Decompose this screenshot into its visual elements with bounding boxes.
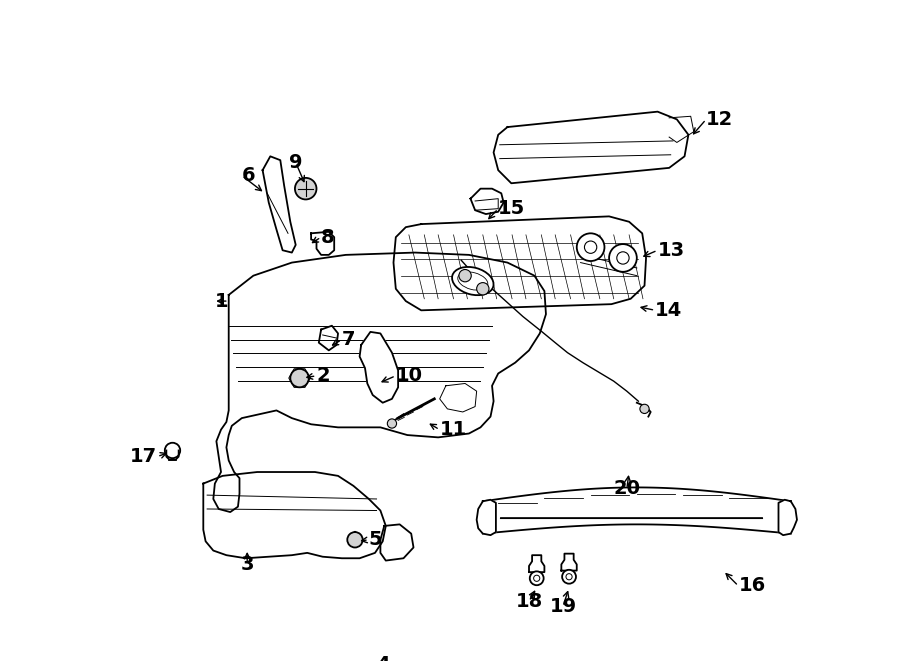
Circle shape <box>640 405 649 414</box>
Text: 18: 18 <box>516 592 543 611</box>
Text: 17: 17 <box>130 447 158 466</box>
Text: 2: 2 <box>317 366 330 385</box>
Circle shape <box>295 178 317 200</box>
Text: 9: 9 <box>289 153 302 172</box>
Polygon shape <box>562 554 577 570</box>
Ellipse shape <box>452 267 493 295</box>
Polygon shape <box>381 524 413 561</box>
Text: 13: 13 <box>658 241 685 260</box>
Circle shape <box>562 570 576 584</box>
Polygon shape <box>393 216 646 310</box>
Text: 14: 14 <box>655 301 682 320</box>
Circle shape <box>387 419 397 428</box>
Circle shape <box>609 244 637 272</box>
Text: 15: 15 <box>499 199 526 218</box>
Circle shape <box>363 658 375 661</box>
Circle shape <box>165 443 180 458</box>
Circle shape <box>577 233 605 261</box>
Text: 10: 10 <box>396 366 423 385</box>
Polygon shape <box>778 500 797 535</box>
Text: 20: 20 <box>613 479 640 498</box>
Polygon shape <box>203 472 386 559</box>
Text: 5: 5 <box>369 530 382 549</box>
Text: 6: 6 <box>242 166 256 185</box>
Text: 7: 7 <box>342 330 356 349</box>
Circle shape <box>530 571 544 585</box>
Polygon shape <box>440 383 477 412</box>
Circle shape <box>459 270 472 282</box>
Text: 4: 4 <box>376 655 390 661</box>
Text: 8: 8 <box>321 227 335 247</box>
Polygon shape <box>529 555 544 572</box>
Text: 3: 3 <box>240 555 254 574</box>
Polygon shape <box>471 188 504 214</box>
Text: 16: 16 <box>738 576 766 596</box>
Circle shape <box>291 369 309 387</box>
Text: 11: 11 <box>440 420 467 439</box>
Text: 19: 19 <box>549 598 577 616</box>
Polygon shape <box>360 332 398 403</box>
Text: 12: 12 <box>706 110 733 129</box>
Polygon shape <box>493 112 688 183</box>
Text: 1: 1 <box>215 292 229 311</box>
Polygon shape <box>477 500 496 535</box>
Polygon shape <box>311 232 334 255</box>
Circle shape <box>347 532 363 547</box>
Polygon shape <box>213 253 546 512</box>
Circle shape <box>477 283 489 295</box>
Polygon shape <box>263 156 296 253</box>
